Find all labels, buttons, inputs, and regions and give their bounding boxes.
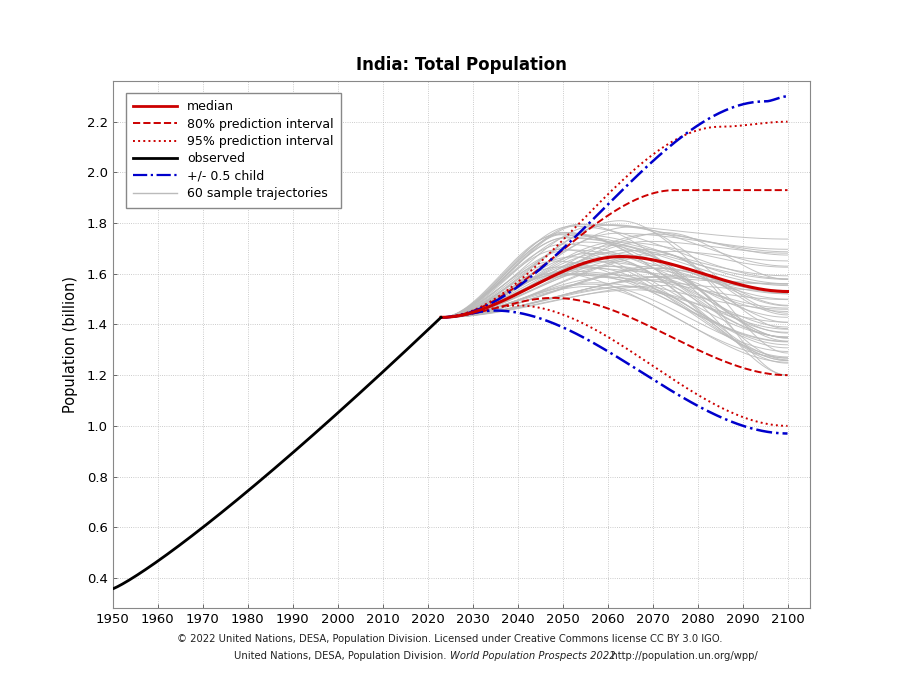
Text: © 2022 United Nations, DESA, Population Division. Licensed under Creative Common: © 2022 United Nations, DESA, Population … (177, 633, 723, 644)
Text: . http://population.un.org/wpp/: . http://population.un.org/wpp/ (605, 651, 758, 661)
Legend: median, 80% prediction interval, 95% prediction interval, observed, +/- 0.5 chil: median, 80% prediction interval, 95% pre… (126, 93, 341, 208)
Text: World Population Prospects 2022: World Population Prospects 2022 (450, 651, 616, 661)
Y-axis label: Population (billion): Population (billion) (63, 276, 78, 413)
Title: India: Total Population: India: Total Population (356, 56, 567, 74)
Text: United Nations, DESA, Population Division.: United Nations, DESA, Population Divisio… (234, 651, 450, 661)
